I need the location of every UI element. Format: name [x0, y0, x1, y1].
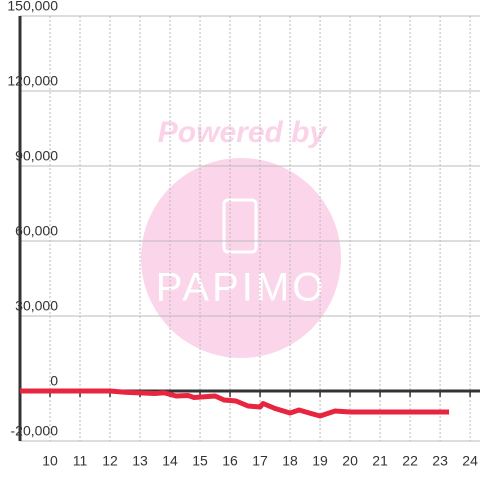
watermark-logo: PAPIMO — [156, 266, 327, 310]
x-tick-label: 19 — [312, 453, 328, 469]
x-tick-label: 23 — [432, 453, 448, 469]
x-tick-label: 16 — [222, 453, 238, 469]
x-tick-label: 22 — [402, 453, 418, 469]
watermark-title: Powered by — [158, 116, 328, 149]
data-line — [20, 388, 450, 419]
watermark-circle — [141, 158, 341, 358]
x-tick-label: 10 — [42, 453, 58, 469]
x-tick-label: 21 — [372, 453, 388, 469]
y-tick-label: 150,000 — [7, 0, 58, 14]
y-tick-label: 30,000 — [15, 298, 58, 314]
x-tick-label: 17 — [252, 453, 268, 469]
x-tick-label: 12 — [102, 453, 118, 469]
y-tick-label: 60,000 — [15, 223, 58, 239]
x-tick-label: 24 — [462, 453, 478, 469]
x-tick-label: 14 — [162, 453, 178, 469]
x-tick-label: 11 — [73, 453, 88, 469]
x-tick-label: 13 — [132, 453, 148, 469]
watermark-phone — [222, 198, 258, 254]
y-tick-label: 120,000 — [7, 73, 58, 89]
y-tick-label: -20,000 — [11, 423, 59, 439]
x-tick-label: 20 — [342, 453, 358, 469]
x-tick-label: 18 — [282, 453, 298, 469]
y-tick-label: 90,000 — [15, 148, 58, 164]
y-tick-label: 0 — [50, 373, 58, 389]
x-tick-label: 15 — [192, 453, 208, 469]
